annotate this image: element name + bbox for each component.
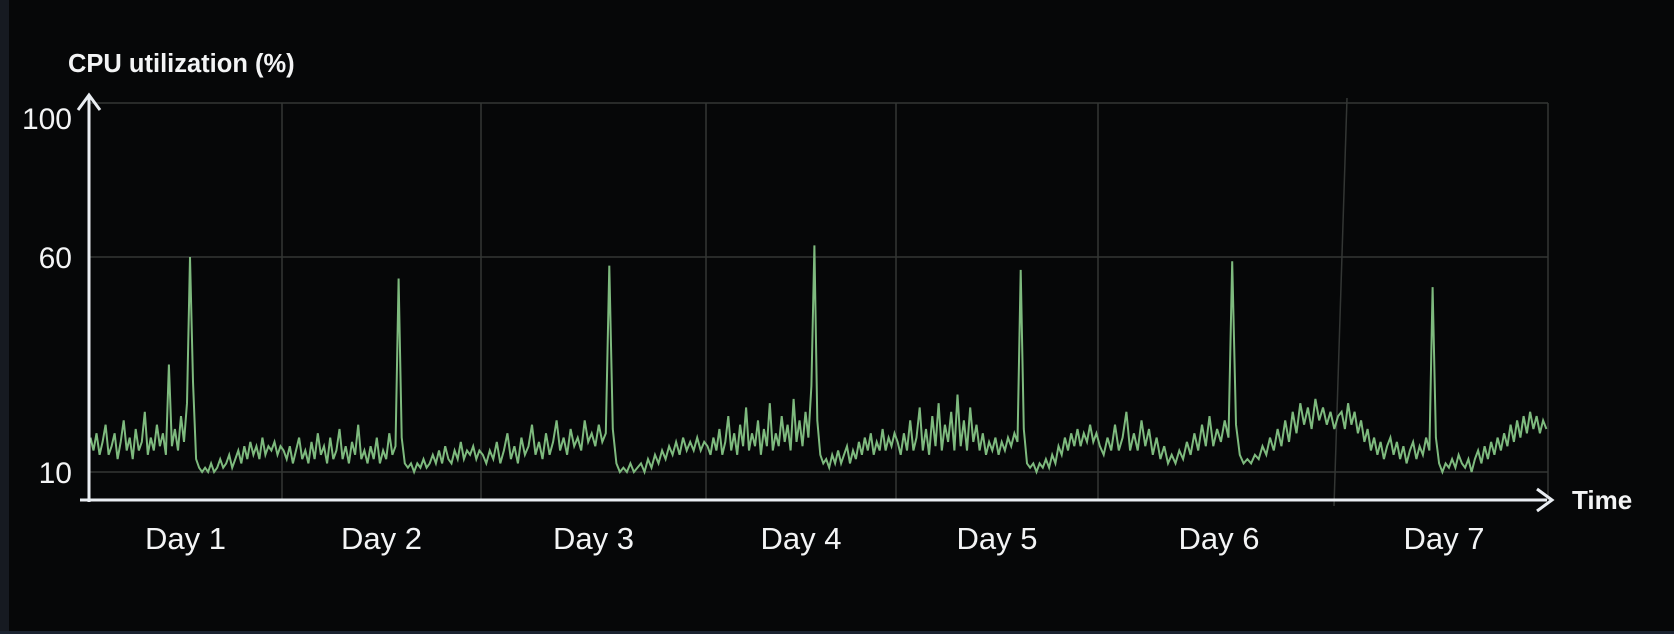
x-axis-arrowhead-icon: [1536, 487, 1555, 513]
y-tick-label-10: 10: [39, 457, 72, 490]
x-tick-label-day-4: Day 4: [761, 521, 842, 556]
x-tick-label-day-5: Day 5: [957, 521, 1038, 556]
y-tick-label-60: 60: [39, 242, 72, 275]
y-axis-arrowhead-icon: [76, 92, 102, 111]
window-bottom-edge: [0, 631, 1674, 634]
y-tick-label-100: 100: [22, 103, 72, 136]
chart-title: CPU utilization (%): [68, 50, 295, 78]
x-tick-label-day-1: Day 1: [145, 521, 226, 556]
window-left-edge: [0, 0, 9, 634]
axes: [76, 92, 1555, 513]
x-tick-label-day-2: Day 2: [341, 521, 422, 556]
series-layer: [89, 245, 1548, 476]
cpu-series-line: [89, 245, 1548, 476]
x-tick-label-day-7: Day 7: [1404, 521, 1485, 556]
gridlines: [89, 97, 1549, 507]
x-axis-title: Time: [1572, 485, 1632, 515]
x-tick-label-day-6: Day 6: [1179, 521, 1260, 556]
x-tick-label-day-3: Day 3: [553, 521, 634, 556]
v-gridline-day-6: [1333, 97, 1348, 507]
axis-labels: 100 60 10 Day 1 Day 2 Day 3 Day 4 Day 5 Day 6 Day…: [22, 103, 1485, 556]
